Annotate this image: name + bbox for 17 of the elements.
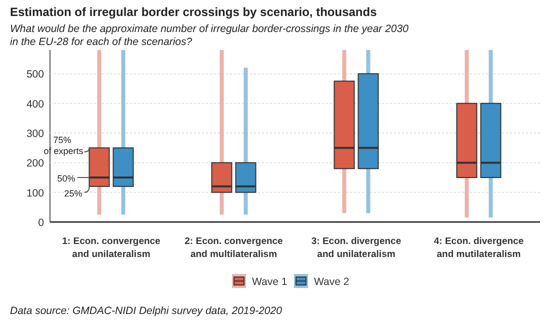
x-tick-label: 4: Econ. divergence and mutilateralism <box>434 236 524 260</box>
y-tick-label: 500 <box>26 68 44 81</box>
x-tick-label: 3: Econ. divergence and unilateralism <box>311 236 402 260</box>
chart-title: Estimation of irregular border crossings by scenario, thousands <box>10 5 378 19</box>
y-tick-label: 100 <box>26 187 44 200</box>
y-tick-label: 200 <box>26 158 44 170</box>
legend-label: Wave 2 <box>314 276 350 288</box>
x-tick-label: 1: Econ. convergence and unilateralism <box>62 236 160 260</box>
y-tick-label: 0 <box>38 217 44 229</box>
annotation: 25% <box>64 188 82 198</box>
y-tick-label: 300 <box>26 128 44 140</box>
x-tick-label: 2: Econ. convergence and multilateralism <box>184 236 283 260</box>
annotation: 50% <box>57 174 76 184</box>
legend-label: Wave 1 <box>252 276 288 288</box>
y-tick-label: 400 <box>26 98 44 110</box>
chart-subtitle: What would be the approximate number of irregular border-crossings in the year 2030 in the EU-28 for each of the scenarios? <box>10 23 409 48</box>
source-note: Data source: GMDAC-NIDI Delphi survey data, 2019-2020 <box>10 305 282 317</box>
